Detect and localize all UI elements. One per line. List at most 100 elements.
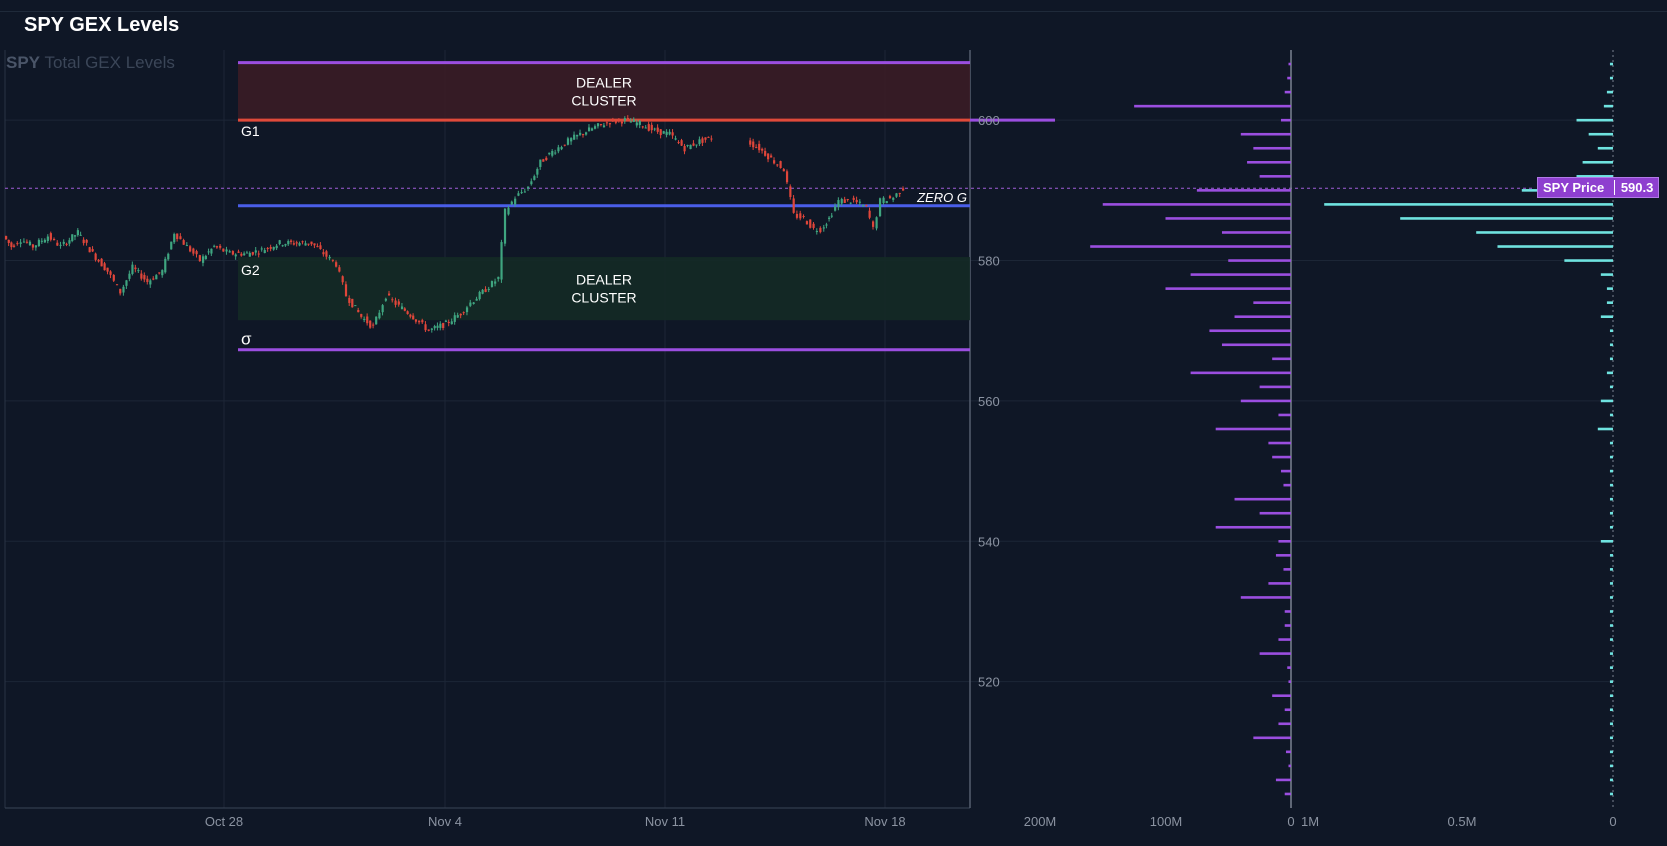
candle-body [626,117,629,119]
gex-total-bar [1259,652,1291,655]
candle-body [254,250,257,253]
candle-body [623,118,626,121]
candle-body [263,250,266,254]
candle-body [698,139,701,145]
candle-body [596,123,600,127]
gex-total-bar [1278,539,1291,543]
candle-body [868,210,871,218]
gex-total-bar [1272,694,1291,698]
candle-body [837,200,840,208]
y-tick-label: 520 [978,675,1000,690]
candle-body [617,118,621,121]
candle-body [331,259,335,261]
candle-body [179,236,182,240]
candle-body [16,243,19,245]
gex-net-bar [1600,539,1613,543]
candle-body [275,245,278,249]
candle-body [635,122,638,126]
candle-body [510,201,513,205]
candle-body [812,223,815,228]
gex-net-bar [1597,146,1613,150]
gex-net-x-tick: 1M [1301,814,1319,829]
gex-net-bar [1609,582,1613,585]
candle-body [22,241,26,243]
candle-body [388,293,391,296]
candle-body [650,124,653,131]
gex-net-bar [1609,385,1613,389]
candle-body [134,267,137,270]
gex-net-bar [1609,343,1613,347]
chart-subtitle-text: Total GEX Levels [44,53,175,72]
gex-total-bar [1259,175,1291,178]
candle-body [668,131,671,135]
candle-body [287,241,290,245]
candle-body [10,242,13,248]
level-label-σ: σ [241,330,252,349]
gex-total-bar [1280,469,1291,473]
candle-body [436,325,439,328]
candle-body [490,281,494,287]
candle-body [167,253,170,260]
dealer-cluster-label: DEALER CLUSTER [571,272,636,306]
candle-body [770,155,773,158]
candle-body [109,271,112,275]
gex-total-bar [1190,273,1291,276]
gex-total-bar [1165,217,1291,220]
candle-body [360,314,363,317]
candle-body [776,164,779,166]
candle-body [418,320,421,323]
candle-body [369,320,372,328]
candle-body [439,323,442,328]
candle-body [170,241,173,250]
candle-body [73,235,77,237]
candle-body [412,315,415,320]
candle-body [322,252,325,255]
candle-body [659,129,662,136]
candle-body [76,230,79,236]
candle-body [85,239,88,243]
zero-gamma-label: ZERO G [916,190,967,205]
gex-total-bar [1275,554,1291,557]
candle-body [201,256,205,263]
gex-total-bar [1253,736,1291,740]
gex-net-bar [1609,652,1613,655]
dealer-cluster-zone [238,62,970,121]
candle-body [344,284,348,297]
candle-body [758,143,761,151]
gex-total-bar [1228,259,1291,262]
candle-body [176,233,179,239]
candle-body [459,313,462,316]
y-tick-label: 600 [978,113,1000,128]
candle-body [225,249,228,252]
candle-body [641,126,644,128]
candle-body [539,159,542,167]
gex-total-bar [1285,750,1291,754]
gex-total-bar [1240,596,1291,599]
price-badge-label: SPY Price [1543,180,1605,196]
candle-body [161,270,164,276]
candle-body [400,306,404,310]
candle-body [475,298,478,301]
candle-body [219,245,222,248]
candle-body [554,152,557,154]
gex-total-bar [1090,245,1291,248]
candle-body [520,192,523,194]
candle-body [378,312,381,319]
candle-body [632,119,635,122]
gex-net-bar [1609,413,1613,417]
gex-total-x-tick: 200M [1024,814,1057,829]
gex-total-bar [1275,778,1291,782]
gex-total-bar [1234,315,1291,319]
candle-body [834,206,837,211]
candle-body [119,288,122,294]
candle-body [542,159,545,162]
candle-body [605,122,609,124]
candle-body [237,251,240,253]
candle-body [278,240,281,245]
candle-body [878,198,882,217]
gex-total-bar [1209,329,1291,333]
candle-body [173,234,176,243]
candle-body [805,221,809,225]
gex-net-bar [1609,511,1613,515]
